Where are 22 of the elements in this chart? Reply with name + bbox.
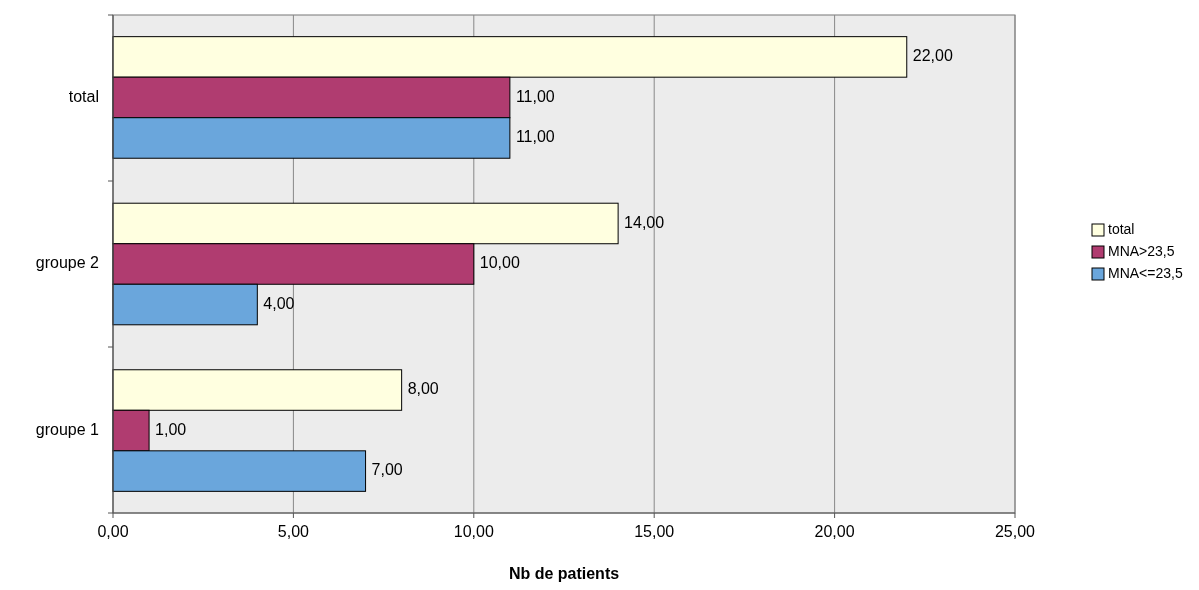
data-label: 14,00 (624, 213, 665, 231)
data-label: 4,00 (263, 294, 295, 312)
data-label: 8,00 (407, 380, 439, 398)
legend-label: MNA>23,5 (1108, 242, 1175, 259)
data-label: 11,00 (515, 128, 555, 146)
y-tick-label: groupe 1 (35, 420, 100, 438)
x-tick-label: 20,00 (814, 523, 855, 540)
y-tick-label: total (68, 87, 99, 105)
data-label: 7,00 (371, 461, 403, 479)
data-label: 10,00 (479, 254, 520, 272)
x-tick-label: 25,00 (994, 523, 1036, 540)
legend-label: total (1108, 220, 1135, 237)
data-label: 22,00 (912, 47, 953, 65)
y-tick-label: groupe 2 (35, 254, 100, 272)
data-label: 1,00 (155, 420, 187, 438)
x-tick-label: 10,00 (453, 523, 494, 540)
x-axis-title: Nb de patients (508, 565, 620, 582)
legend-label: MNA<=23,5 (1108, 264, 1183, 281)
x-tick-label: 15,00 (634, 523, 675, 540)
data-label: 11,00 (515, 87, 555, 105)
x-tick-label: 0,00 (97, 523, 129, 540)
x-tick-label: 5,00 (277, 523, 310, 540)
